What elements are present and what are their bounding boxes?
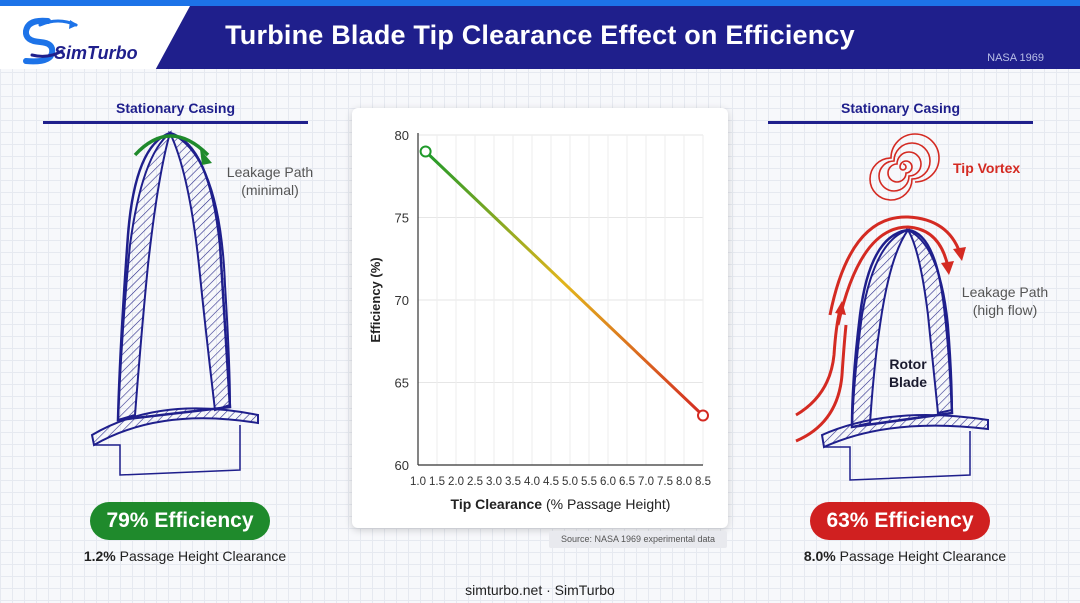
efficiency-badge-left: 79% Efficiency	[90, 502, 270, 540]
clearance-label-right: Passage Height Clearance	[839, 548, 1007, 564]
x-tick-label: 4.0	[524, 476, 540, 488]
x-tick-label: 2.0	[448, 476, 464, 488]
x-axis-label-rest: (% Passage Height)	[542, 496, 670, 512]
y-axis-label: Efficiency (%)	[368, 257, 383, 342]
y-tick-label: 75	[395, 211, 409, 226]
header-band	[150, 6, 1080, 69]
leakage-annotation-right: Leakage Path (high flow)	[950, 283, 1060, 319]
x-tick-label: 6.0	[600, 476, 616, 488]
x-tick-label: 2.5	[467, 476, 483, 488]
clearance-text-right: 8.0% Passage Height Clearance	[755, 548, 1055, 564]
x-tick-label: 4.5	[543, 476, 559, 488]
footer: simturbo.net · SimTurbo	[465, 582, 615, 598]
leakage-annotation-left: Leakage Path (minimal)	[215, 163, 325, 199]
leakage-label-right: Leakage Path	[961, 284, 1049, 300]
efficiency-chart: 60 65 70 75 80 1.0 1.5 2.0 2.5 3.0 3.5 4.0 4.5 5.0 5.5…	[368, 128, 711, 512]
clearance-label-left: Passage Height Clearance	[119, 548, 287, 564]
clearance-text-left: 1.2% Passage Height Clearance	[40, 548, 330, 564]
rotor-label-line2: Blade	[888, 374, 928, 390]
clearance-value-right: 8.0%	[803, 548, 836, 564]
y-tick-label: 65	[395, 376, 409, 391]
leakage-sublabel-right: (high flow)	[972, 302, 1038, 318]
x-tick-label: 5.5	[581, 476, 597, 488]
logo-text: SimTurbo	[54, 43, 138, 63]
y-tick-label: 70	[395, 293, 409, 308]
x-axis-label: Tip Clearance (% Passage Height)	[451, 496, 671, 512]
stationary-casing-right: Stationary Casing	[768, 100, 1033, 124]
clearance-value-left: 1.2%	[83, 548, 116, 564]
stationary-casing-left: Stationary Casing	[43, 100, 308, 124]
simturbo-logo: SimTurbo	[22, 17, 138, 65]
blade-diagram-left	[90, 130, 259, 476]
data-point	[697, 409, 709, 422]
page-title: Turbine Blade Tip Clearance Effect on Ef…	[225, 20, 855, 50]
vortex-spiral-icon	[869, 133, 940, 201]
y-tick-label: 80	[395, 128, 409, 143]
rotor-blade-label: Rotor Blade	[876, 355, 940, 391]
x-tick-label: 3.0	[486, 476, 502, 488]
x-axis-label-bold: Tip Clearance	[451, 496, 543, 512]
source-note: Source: NASA 1969 experimental data	[549, 531, 727, 548]
tip-vortex-label: Tip Vortex	[953, 160, 1021, 176]
leakage-label-left: Leakage Path	[226, 164, 314, 180]
x-tick-label: 1.5	[429, 476, 445, 488]
y-tick-label: 60	[395, 458, 409, 473]
leakage-sublabel-left: (minimal)	[241, 182, 299, 198]
data-point	[419, 145, 432, 158]
source-tag: NASA 1969	[987, 52, 1044, 64]
x-tick-label: 5.0	[562, 476, 578, 488]
x-tick-label: 8.0	[676, 476, 692, 488]
header: SimTurbo Turbine Blade Tip Clearance Eff…	[0, 6, 1080, 69]
x-tick-label: 1.0	[410, 476, 426, 488]
x-tick-label: 7.5	[657, 476, 673, 488]
rotor-label-line1: Rotor	[889, 356, 927, 372]
x-tick-label: 6.5	[619, 476, 635, 488]
x-tick-label: 7.0	[638, 476, 654, 488]
top-accent-bar	[0, 0, 1080, 6]
blade-diagram-right	[795, 215, 989, 481]
efficiency-badge-right: 63% Efficiency	[810, 502, 990, 540]
x-tick-label: 8.5	[695, 476, 711, 488]
x-tick-label: 3.5	[505, 476, 521, 488]
series-line	[424, 150, 705, 417]
